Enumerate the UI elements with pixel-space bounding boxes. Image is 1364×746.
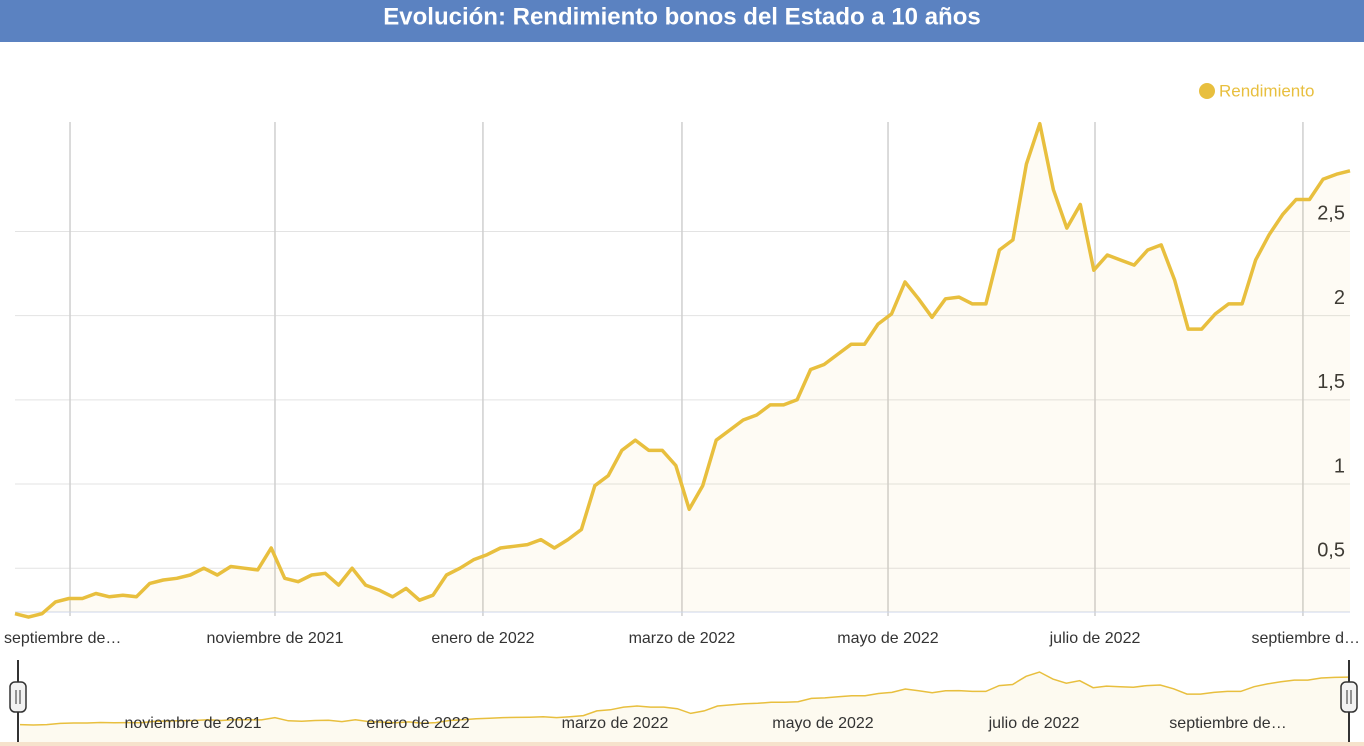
x-tick-label: septiembre d…: [1252, 630, 1361, 647]
navigator-handle[interactable]: [9, 681, 27, 713]
x-tick-label: noviembre de 2021: [206, 630, 343, 647]
x-tick-label: marzo de 2022: [629, 630, 736, 647]
y-tick-label: 0,5: [1317, 540, 1345, 562]
navigator-label: marzo de 2022: [562, 715, 669, 732]
x-tick-label: julio de 2022: [1049, 630, 1141, 647]
navigator-bg: [20, 660, 1348, 742]
line: [14, 121, 1351, 619]
chart-title: Evolución: Rendimiento bonos del Estado …: [383, 3, 980, 30]
x-tick-label: septiembre de…: [4, 630, 121, 647]
navigator-handle[interactable]: [1340, 681, 1358, 713]
x-tick-label: enero de 2022: [431, 630, 534, 647]
navigator-line: [19, 671, 1349, 726]
navigator-label: mayo de 2022: [772, 715, 874, 732]
area: [15, 123, 1350, 618]
x-tick-label: mayo de 2022: [837, 630, 939, 647]
bottom-border: [0, 742, 1364, 746]
navigator-area: [20, 672, 1348, 742]
y-tick-label: 2: [1334, 287, 1345, 309]
navigator-label: septiembre de…: [1169, 715, 1286, 732]
legend-label: Rendimiento: [1219, 81, 1314, 100]
y-tick-label: 1: [1334, 455, 1345, 477]
y-tick-label: 2,5: [1317, 203, 1345, 225]
navigator-label: noviembre de 2021: [125, 715, 262, 732]
legend-marker: [1199, 83, 1215, 99]
title-bar: [0, 0, 1364, 42]
navigator-label: enero de 2022: [366, 715, 469, 732]
y-tick-label: 1,5: [1317, 371, 1345, 393]
navigator-label: julio de 2022: [988, 715, 1080, 732]
